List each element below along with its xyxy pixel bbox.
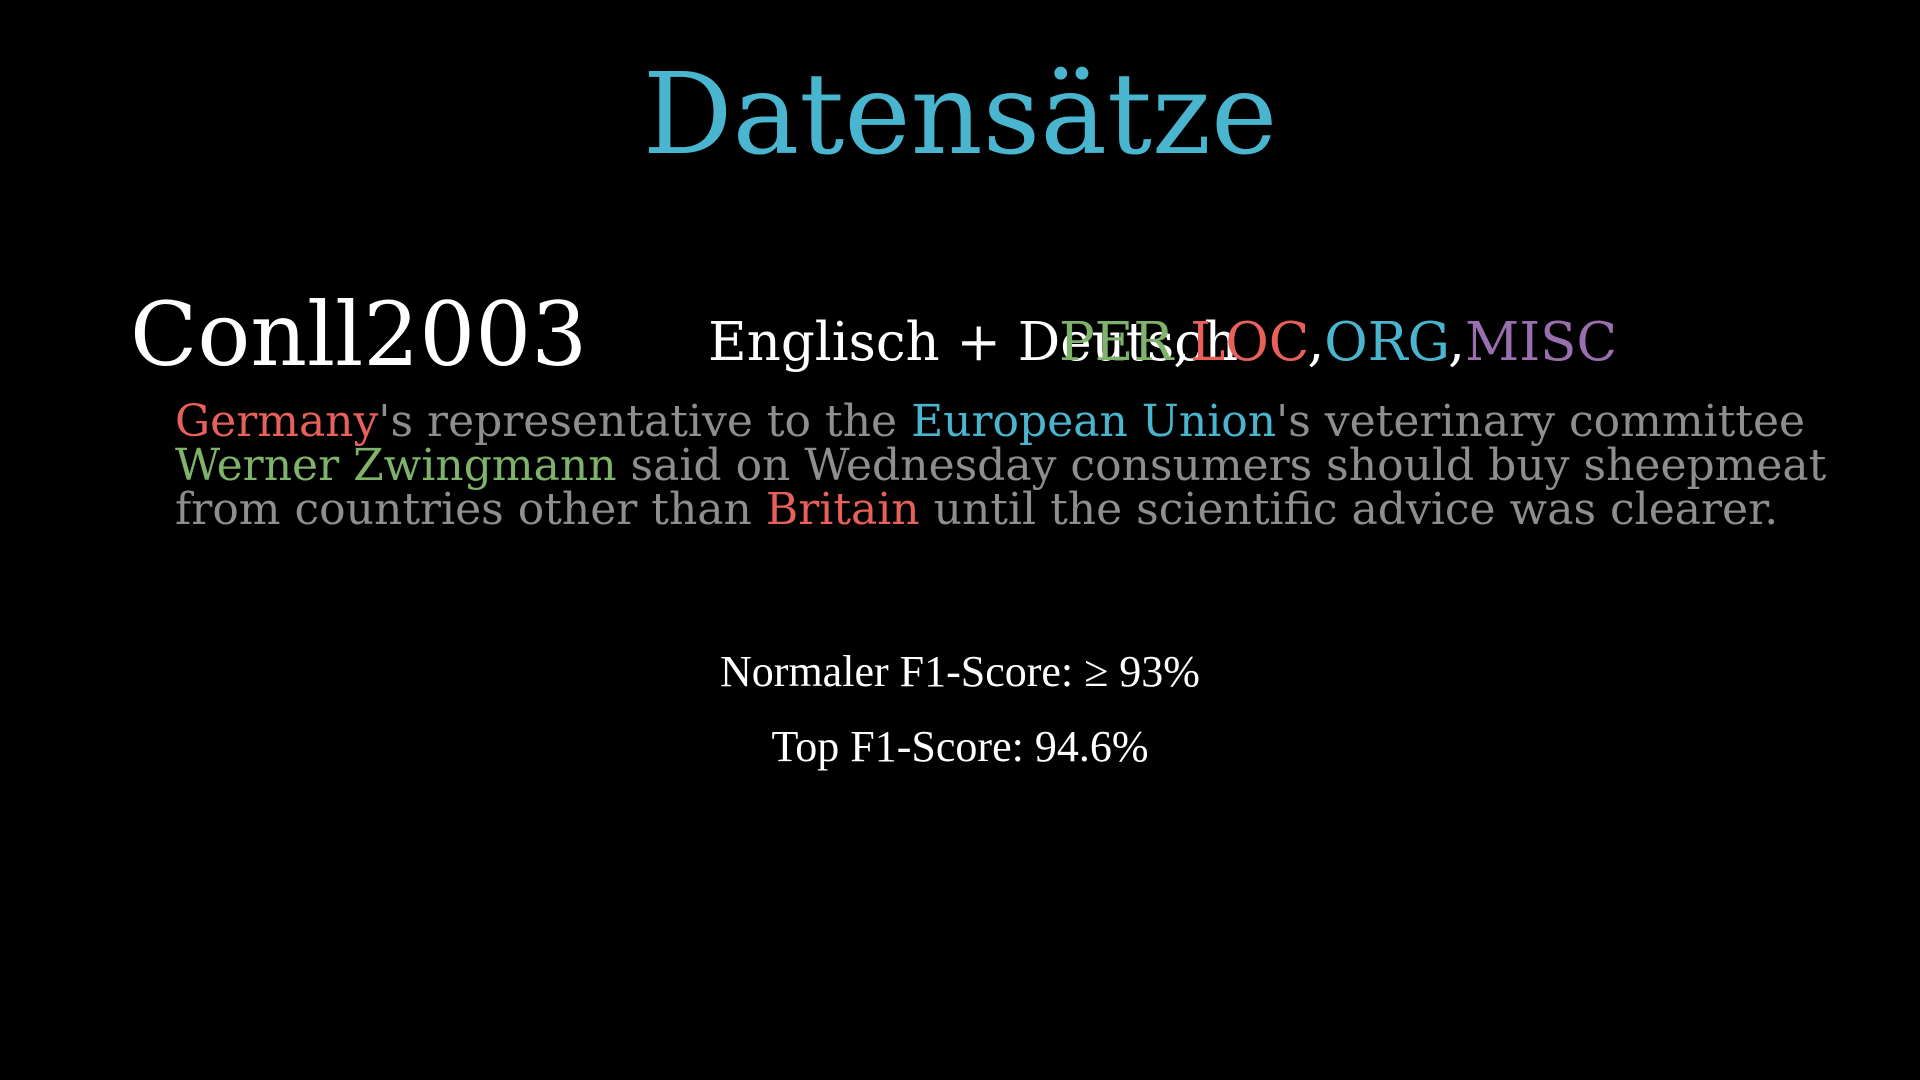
entity-span: Germany [175, 396, 379, 447]
plain-span: until the scientific advice was clearer. [919, 484, 1779, 535]
dataset-name: Conll2003 [130, 283, 588, 386]
entity-span: Britain [765, 484, 920, 535]
entity-span: European Union [911, 396, 1277, 447]
label-separator: , [1307, 312, 1325, 373]
plain-span: 's representative to the [378, 396, 912, 447]
dataset-languages: Englisch + Deutsch [708, 312, 1239, 373]
entity-label-loc: LOC [1190, 312, 1308, 373]
entity-label-misc: MISC [1464, 312, 1618, 373]
slide-title: Datensätze [642, 50, 1278, 180]
example-line: from countries other than Britain until … [175, 488, 1895, 532]
top-f1-score: Top F1-Score: 94.6% [771, 722, 1149, 771]
label-separator: , [1448, 312, 1465, 373]
entity-label-per: PER [1059, 312, 1174, 373]
entity-label-org: ORG [1324, 312, 1449, 373]
example-line: Werner Zwingmann said on Wednesday consu… [175, 444, 1895, 488]
label-separator: , [1173, 312, 1191, 373]
normal-f1-score: Normaler F1-Score: ≥ 93% [720, 647, 1200, 696]
entity-label-list: PER,LOC,ORG,MISC [1059, 312, 1618, 373]
plain-span: said on Wednesday consumers should buy s… [616, 440, 1827, 491]
example-line: Germany's representative to the European… [175, 400, 1895, 444]
entity-span: Werner Zwingmann [175, 440, 617, 491]
plain-span: from countries other than [175, 484, 766, 535]
example-sentence: Germany's representative to the European… [175, 400, 1895, 532]
plain-span: 's veterinary committee [1276, 396, 1806, 447]
